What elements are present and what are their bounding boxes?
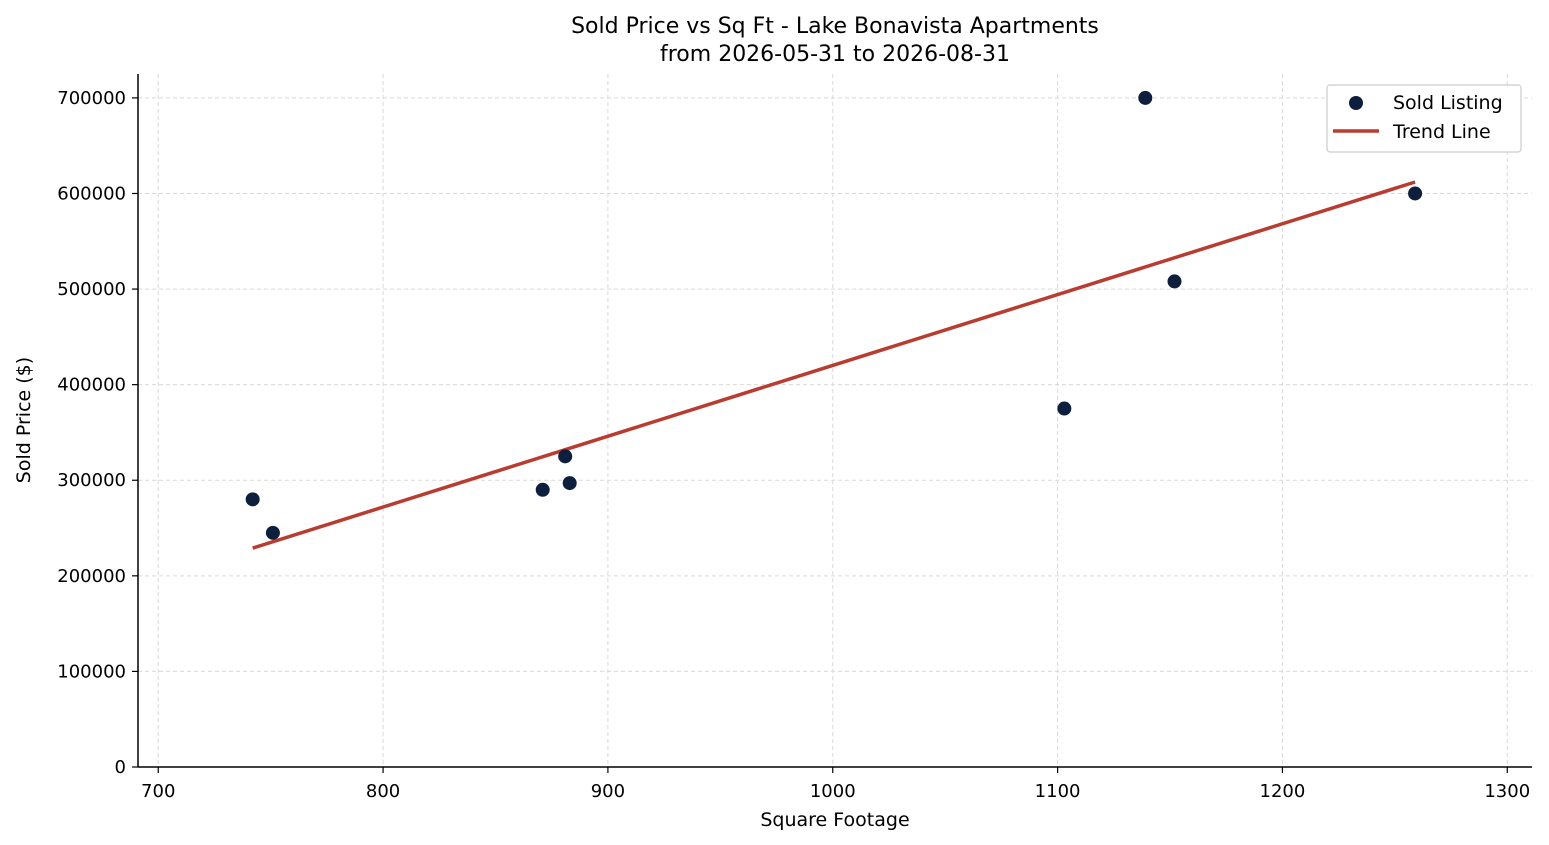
data-point [535, 482, 550, 497]
data-point [245, 492, 260, 507]
x-tick-label: 700 [141, 781, 175, 802]
y-tick-label: 600000 [57, 183, 126, 204]
x-tick-label: 1300 [1484, 781, 1530, 802]
legend-box [1326, 84, 1522, 153]
x-tick-label: 1200 [1260, 781, 1306, 802]
legend-label-sold-listing: Sold Listing [1393, 92, 1503, 114]
x-axis-label: Square Footage [760, 809, 909, 831]
chart-title: Sold Price vs Sq Ft - Lake Bonavista Apa… [571, 14, 1099, 39]
y-tick-label: 700000 [57, 88, 126, 109]
series-layer [245, 90, 1423, 550]
chart-subtitle: from 2026-05-31 to 2026-08-31 [660, 42, 1010, 67]
legend-label-trend-line: Trend Line [1392, 121, 1491, 143]
x-tick-label: 1100 [1035, 781, 1081, 802]
legend-marker-sold-listing [1349, 96, 1363, 110]
grid [138, 74, 1532, 768]
axes [137, 74, 1532, 768]
x-tick-label: 1000 [810, 781, 856, 802]
data-point [1167, 274, 1182, 289]
y-tick-label: 500000 [57, 279, 126, 300]
y-tick-label: 400000 [57, 375, 126, 396]
data-point [1138, 90, 1153, 105]
data-point [562, 476, 577, 491]
y-tick-label: 100000 [57, 661, 126, 682]
data-point [1408, 186, 1423, 201]
x-tick-label: 900 [591, 781, 625, 802]
trend-line [252, 180, 1416, 550]
y-axis-label: Sold Price ($) [13, 357, 35, 483]
y-tick-label: 300000 [57, 470, 126, 491]
data-point [558, 449, 573, 464]
data-point [1057, 401, 1072, 416]
data-point [265, 525, 280, 540]
ticks: 700 800 900 1000 1100 1200 1300 0 100000 200000 30… [57, 88, 1530, 802]
legend: Sold Listing Trend Line [1326, 84, 1522, 153]
y-tick-label: 0 [115, 757, 126, 778]
y-tick-label: 200000 [57, 566, 126, 587]
x-tick-label: 800 [366, 781, 400, 802]
